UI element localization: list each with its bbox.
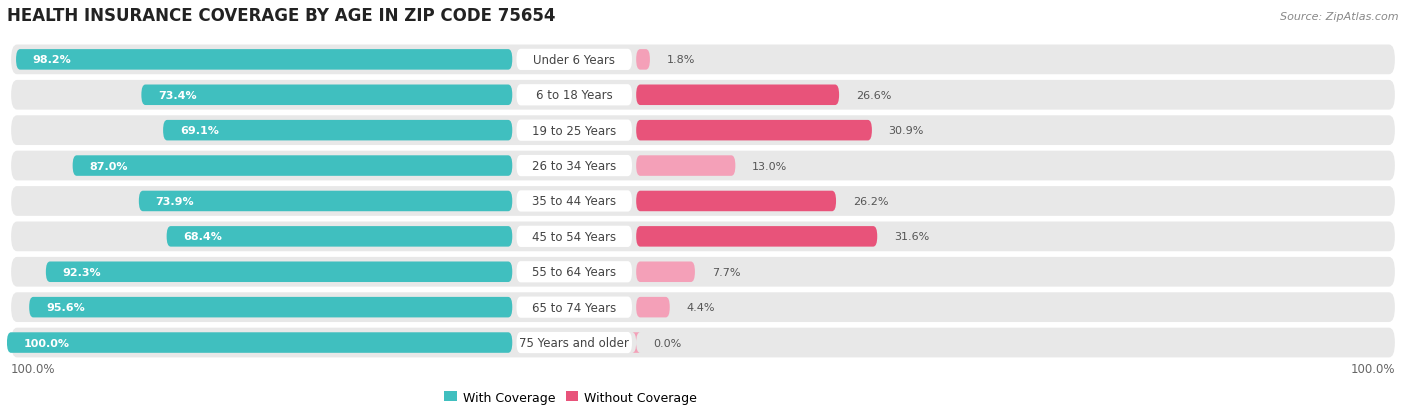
FancyBboxPatch shape [636,191,837,212]
FancyBboxPatch shape [516,120,633,141]
Text: 45 to 54 Years: 45 to 54 Years [531,230,616,243]
FancyBboxPatch shape [516,156,633,177]
FancyBboxPatch shape [636,156,735,176]
FancyBboxPatch shape [636,297,669,318]
FancyBboxPatch shape [11,45,1395,75]
FancyBboxPatch shape [516,191,633,212]
Text: 75 Years and older: 75 Years and older [519,336,628,349]
Text: 26 to 34 Years: 26 to 34 Years [531,160,616,173]
Text: 13.0%: 13.0% [752,161,787,171]
Text: 68.4%: 68.4% [183,232,222,242]
Text: 31.6%: 31.6% [894,232,929,242]
Text: 69.1%: 69.1% [180,126,219,136]
FancyBboxPatch shape [516,50,633,71]
FancyBboxPatch shape [516,332,633,353]
FancyBboxPatch shape [167,227,512,247]
FancyBboxPatch shape [11,81,1395,110]
FancyBboxPatch shape [11,187,1395,216]
Text: 26.2%: 26.2% [853,197,889,206]
Text: Source: ZipAtlas.com: Source: ZipAtlas.com [1281,12,1399,22]
FancyBboxPatch shape [516,261,633,282]
FancyBboxPatch shape [636,50,650,71]
FancyBboxPatch shape [516,226,633,247]
FancyBboxPatch shape [636,262,695,282]
Text: 55 to 64 Years: 55 to 64 Years [531,266,616,279]
FancyBboxPatch shape [15,50,512,71]
Text: 7.7%: 7.7% [711,267,740,277]
Text: 6 to 18 Years: 6 to 18 Years [536,89,613,102]
FancyBboxPatch shape [11,116,1395,146]
Text: 1.8%: 1.8% [666,55,695,65]
Text: 87.0%: 87.0% [90,161,128,171]
FancyBboxPatch shape [633,332,640,353]
Text: 100.0%: 100.0% [11,362,56,375]
Text: 65 to 74 Years: 65 to 74 Years [531,301,616,314]
Text: 92.3%: 92.3% [62,267,101,277]
Text: 98.2%: 98.2% [32,55,72,65]
Text: HEALTH INSURANCE COVERAGE BY AGE IN ZIP CODE 75654: HEALTH INSURANCE COVERAGE BY AGE IN ZIP … [7,7,555,25]
FancyBboxPatch shape [516,297,633,318]
Text: 26.6%: 26.6% [856,90,891,100]
Text: 73.9%: 73.9% [156,197,194,206]
FancyBboxPatch shape [11,328,1395,358]
Text: 19 to 25 Years: 19 to 25 Years [531,124,616,138]
Text: 73.4%: 73.4% [157,90,197,100]
Text: 100.0%: 100.0% [1350,362,1395,375]
FancyBboxPatch shape [11,257,1395,287]
Text: Under 6 Years: Under 6 Years [533,54,616,67]
Text: 4.4%: 4.4% [686,302,714,312]
Text: 30.9%: 30.9% [889,126,924,136]
FancyBboxPatch shape [139,191,512,212]
Text: 95.6%: 95.6% [46,302,84,312]
Text: 0.0%: 0.0% [652,338,681,348]
Legend: With Coverage, Without Coverage: With Coverage, Without Coverage [439,386,702,409]
FancyBboxPatch shape [11,222,1395,252]
FancyBboxPatch shape [7,332,512,353]
Text: 100.0%: 100.0% [24,338,70,348]
FancyBboxPatch shape [30,297,512,318]
Text: 35 to 44 Years: 35 to 44 Years [531,195,616,208]
FancyBboxPatch shape [11,151,1395,181]
FancyBboxPatch shape [11,292,1395,322]
FancyBboxPatch shape [163,121,512,141]
FancyBboxPatch shape [73,156,512,176]
FancyBboxPatch shape [142,85,512,106]
FancyBboxPatch shape [46,262,512,282]
FancyBboxPatch shape [636,121,872,141]
FancyBboxPatch shape [636,227,877,247]
FancyBboxPatch shape [516,85,633,106]
FancyBboxPatch shape [636,85,839,106]
